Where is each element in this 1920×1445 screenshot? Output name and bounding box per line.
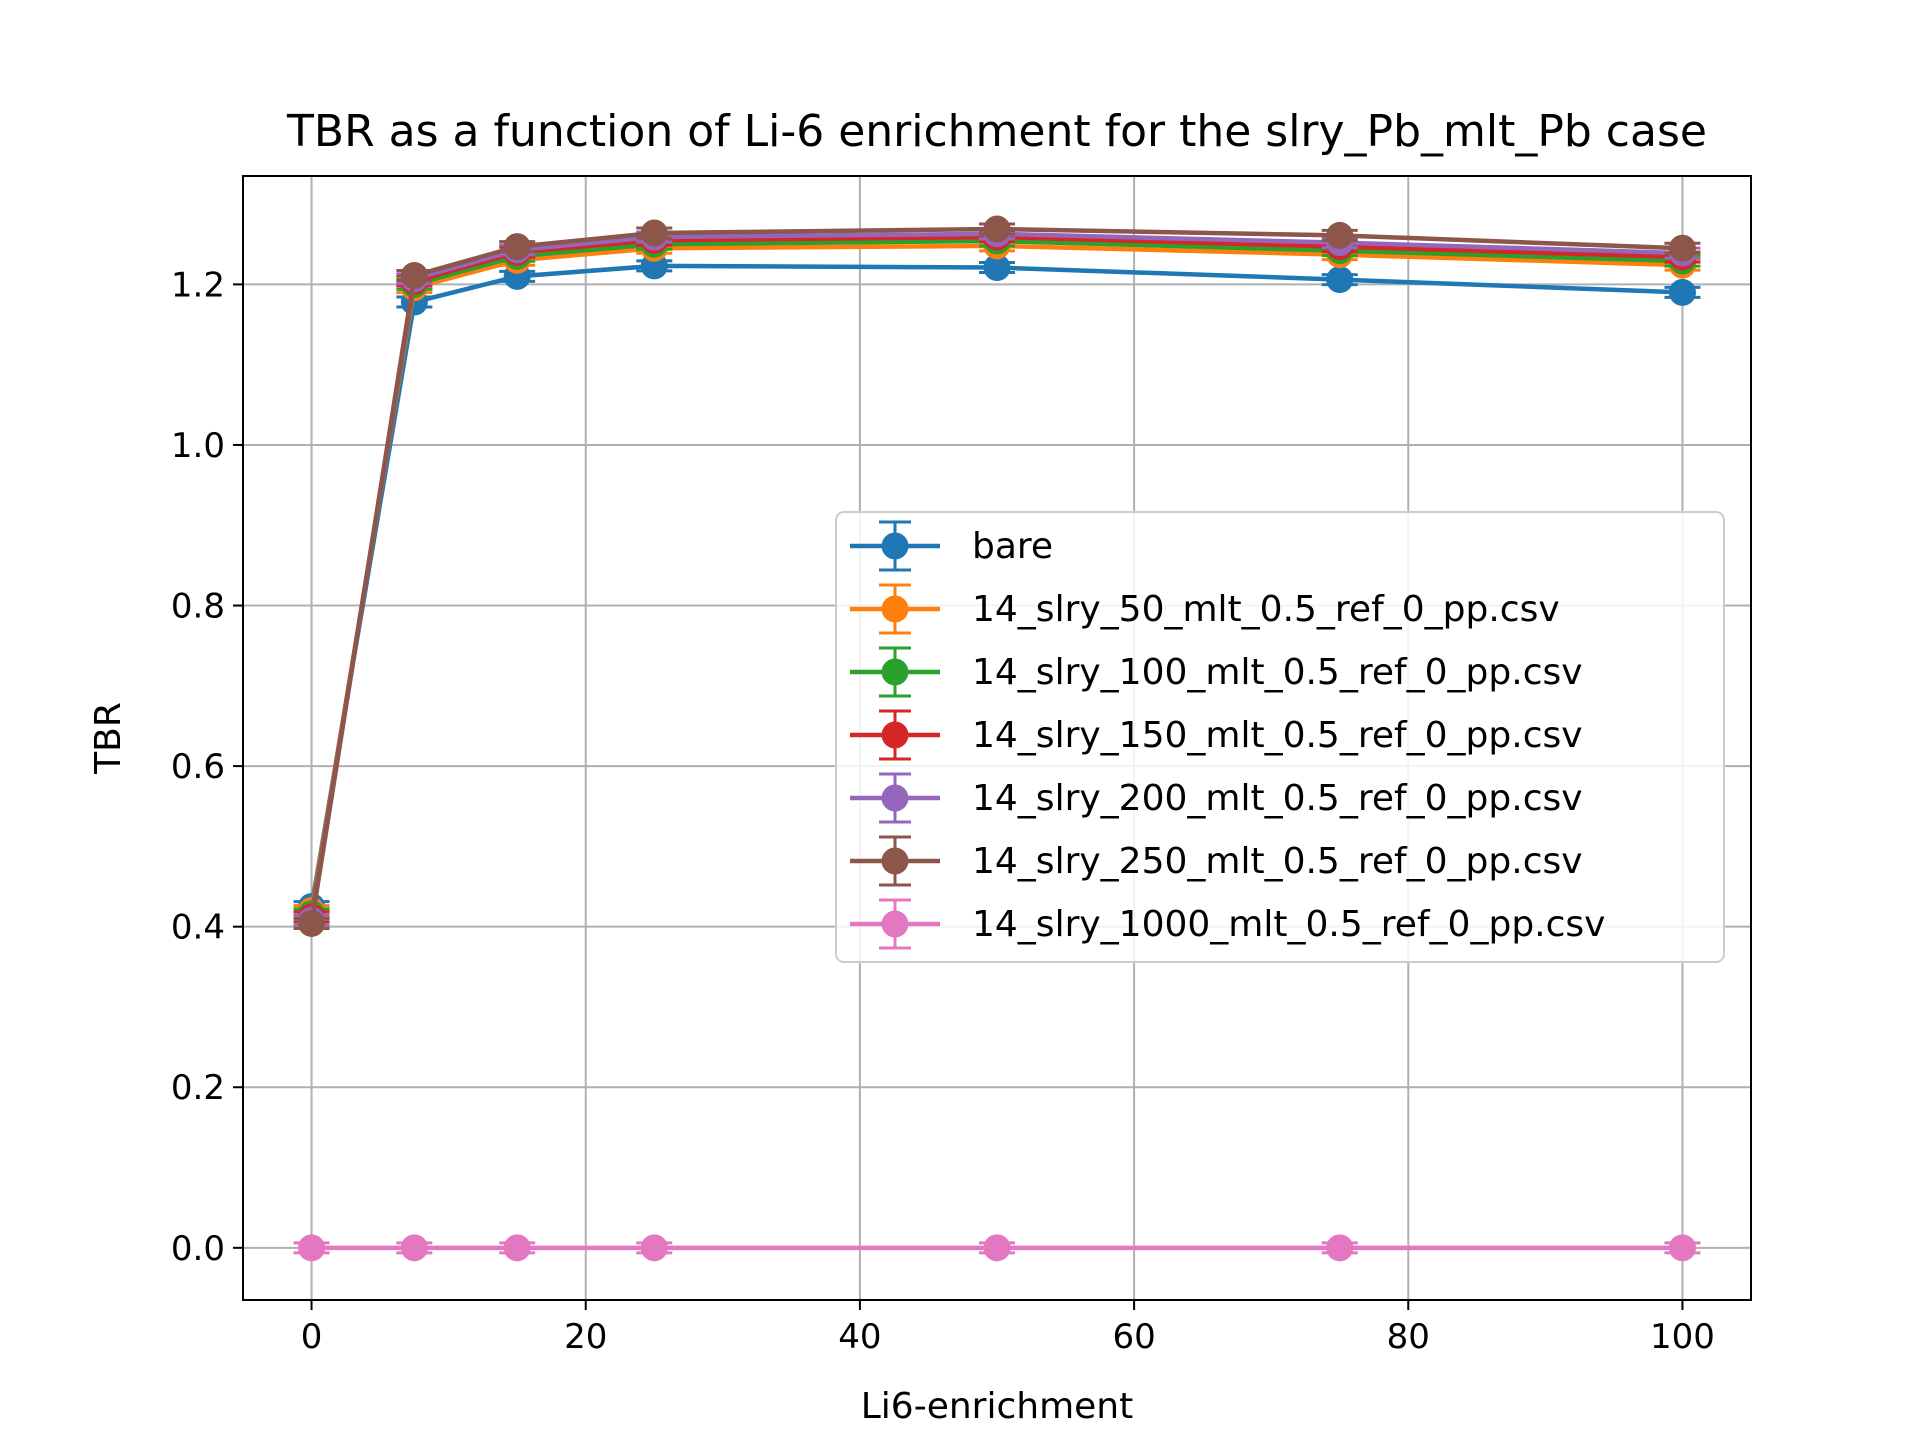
legend-label: 14_slry_50_mlt_0.5_ref_0_pp.csv [972,589,1560,630]
legend-box [835,511,1725,963]
data-point [1326,1234,1354,1262]
x-axis-label: Li6-enrichment [861,1386,1133,1427]
data-point [1668,1234,1696,1262]
data-point [503,1234,531,1262]
plot-frame [242,175,1752,1301]
y-tick-label: 0.2 [171,1068,225,1108]
data-point [503,233,531,261]
legend: bare 14_slry_50_mlt_0.5_ref_0_pp.csv 14_sl… [835,511,1725,963]
series-6 [293,1234,1701,1262]
data-point [983,254,1011,282]
tick-layer: 0 20 40 60 80 100 0.0 0.2 0.4 0.6 0.8 1.0 1.2 [171,265,1715,1357]
data-point [640,219,668,247]
series-layer [293,215,1701,1262]
series-5 [293,215,1701,937]
data-point [1668,234,1696,262]
y-tick-label: 0.6 [171,747,225,787]
y-tick-label: 1.0 [171,426,225,466]
data-point [400,1234,428,1262]
x-tick-label: 0 [301,1317,323,1357]
legend-marker [881,910,909,938]
y-tick-label: 1.2 [171,265,225,305]
x-tick-label: 60 [1112,1317,1155,1357]
data-point [1668,278,1696,306]
legend-marker [881,658,909,686]
legend-label: 14_slry_250_mlt_0.5_ref_0_pp.csv [972,841,1583,882]
data-point [1326,266,1354,294]
x-tick-label: 20 [564,1317,607,1357]
legend-marker [881,847,909,875]
y-tick-label: 0.8 [171,587,225,627]
chart-title: TBR as a function of Li-6 enrichment for… [286,106,1707,157]
legend-label: 14_slry_200_mlt_0.5_ref_0_pp.csv [972,778,1583,819]
legend-label: 14_slry_1000_mlt_0.5_ref_0_pp.csv [972,904,1605,945]
x-tick-label: 40 [838,1317,881,1357]
data-point [400,262,428,290]
data-point [1326,221,1354,249]
legend-label: 14_slry_150_mlt_0.5_ref_0_pp.csv [972,715,1583,756]
y-tick-label: 0.0 [171,1229,225,1269]
data-point [640,1234,668,1262]
y-tick-label: 0.4 [171,908,225,948]
x-tick-label: 80 [1387,1317,1430,1357]
legend-label: 14_slry_100_mlt_0.5_ref_0_pp.csv [972,652,1583,693]
x-tick-label: 100 [1650,1317,1715,1357]
legend-label: bare [972,526,1053,567]
legend-marker [881,784,909,812]
data-point [983,215,1011,243]
data-point [983,1234,1011,1262]
legend-marker [881,532,909,560]
data-point [298,909,326,937]
data-point [298,1234,326,1262]
legend-marker [881,595,909,623]
y-axis-label: TBR [88,702,129,775]
legend-marker [881,721,909,749]
